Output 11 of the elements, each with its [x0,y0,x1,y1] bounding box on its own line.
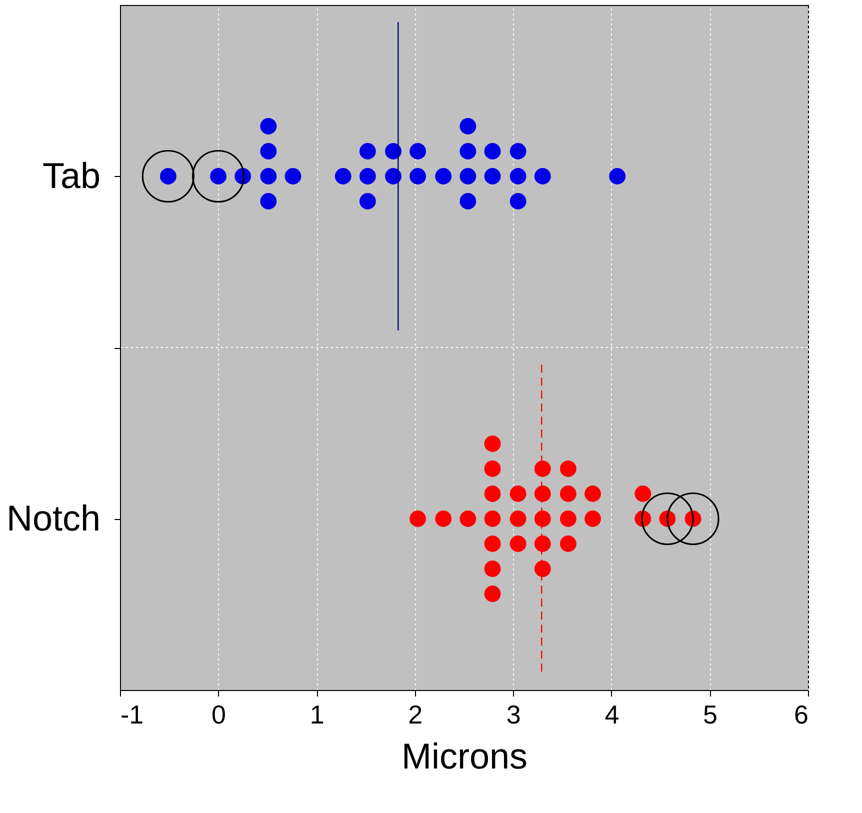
x-tick-label: 6 [794,700,808,730]
x-tick-label: 3 [506,700,521,730]
x-tick-label: 4 [604,700,620,730]
x-tick-label: -1 [120,700,144,730]
x-tick-label: 0 [212,700,226,730]
x-tick-label: 1 [310,700,324,730]
y-tick-label: Notch [6,497,100,538]
y-tick-label: Tab [42,154,100,196]
x-axis-title: Microns [401,736,528,776]
x-tick-label: 2 [408,700,423,730]
x-tick-label: 5 [702,700,718,730]
